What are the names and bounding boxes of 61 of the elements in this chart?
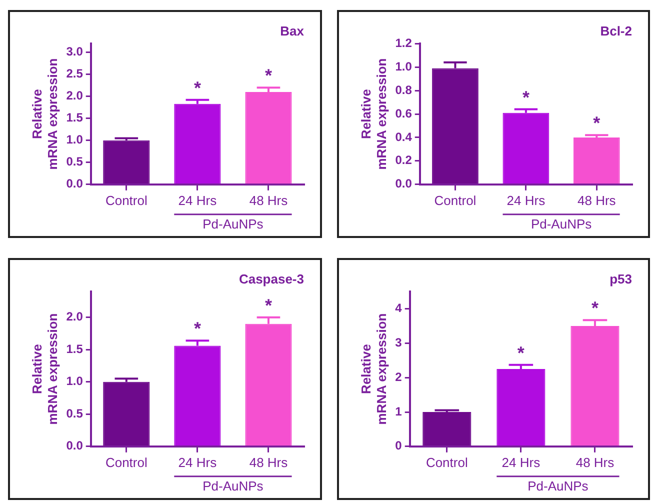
text: Pd-AuNPs (202, 478, 264, 494)
y-tick-label: 0 (395, 438, 402, 453)
x-tick-label: Control (434, 192, 476, 208)
x-tick-label: 48 Hrs (249, 454, 288, 470)
y-tick-label: 0.5 (66, 406, 84, 420)
text: Pd-AuNPs (202, 216, 264, 232)
y-tick-label: 0.0 (66, 438, 84, 453)
bar (103, 382, 150, 446)
x-tick-label: 48 Hrs (249, 192, 288, 208)
data-label: * (264, 66, 272, 86)
y-axis-title: Relative mRNA expression (29, 58, 60, 170)
data-label: * (194, 318, 201, 339)
x-tick-label: Control (105, 192, 148, 208)
text: Pd-AuNPs (530, 216, 592, 232)
y-tick-label: 1.2 (395, 36, 412, 50)
data-label: * (591, 298, 598, 318)
data-label: * (517, 342, 524, 363)
y-axis-title: Relative mRNA expression (358, 313, 389, 425)
data-label: * (593, 113, 600, 134)
y-axis-title: Relative mRNA expression (358, 58, 389, 170)
x-tick-label: Control (105, 454, 148, 470)
bar (422, 412, 472, 446)
y-tick-label: 0.0 (66, 176, 84, 191)
chart-title: Bax (280, 23, 305, 38)
y-tick-label: 2.0 (66, 88, 84, 103)
y-tick-label: 3.0 (66, 44, 84, 59)
y-tick-label: 0.2 (395, 153, 412, 168)
data-label: * (194, 78, 201, 98)
x-tick-label: 48 Hrs (578, 192, 616, 208)
y-tick-label: 2.0 (66, 310, 84, 324)
y-tick-label: 4 (395, 301, 402, 316)
y-tick-label: 1 (395, 404, 402, 418)
bar (573, 137, 620, 184)
y-tick-label: 0.0 (395, 176, 412, 191)
chart-title: Caspase-3 (238, 271, 304, 286)
y-tick-label: 0.5 (66, 154, 84, 169)
y-tick-label: 2 (395, 370, 402, 384)
x-tick-label: 24 Hrs (502, 454, 541, 470)
y-tick-label: 0.8 (395, 82, 412, 97)
y-axis-title: Relative mRNA expression (29, 313, 60, 425)
bar (103, 140, 150, 184)
y-tick-label: 0.4 (395, 130, 412, 144)
y-tick-label: 0.6 (395, 106, 412, 120)
y-tick-label: 1.5 (66, 342, 84, 356)
data-label: * (264, 295, 272, 316)
y-tick-label: 2.5 (66, 66, 84, 81)
text: Pd-AuNPs (528, 478, 589, 494)
data-label: * (522, 87, 530, 108)
x-tick-label: 24 Hrs (506, 192, 546, 208)
x-tick-label: 24 Hrs (178, 454, 218, 470)
y-tick-label: 1.0 (395, 59, 412, 74)
chart-title: Bcl-2 (600, 23, 632, 38)
y-tick-label: 1.0 (66, 374, 84, 388)
y-tick-label: 1.5 (66, 110, 84, 125)
x-tick-label: 48 Hrs (576, 454, 615, 470)
y-tick-label: 1.0 (66, 132, 84, 147)
x-tick-label: 24 Hrs (178, 192, 218, 208)
y-tick-label: 3 (395, 336, 402, 350)
bar (502, 112, 550, 184)
chart-title: p53 (610, 271, 632, 286)
x-tick-label: Control (426, 454, 468, 470)
